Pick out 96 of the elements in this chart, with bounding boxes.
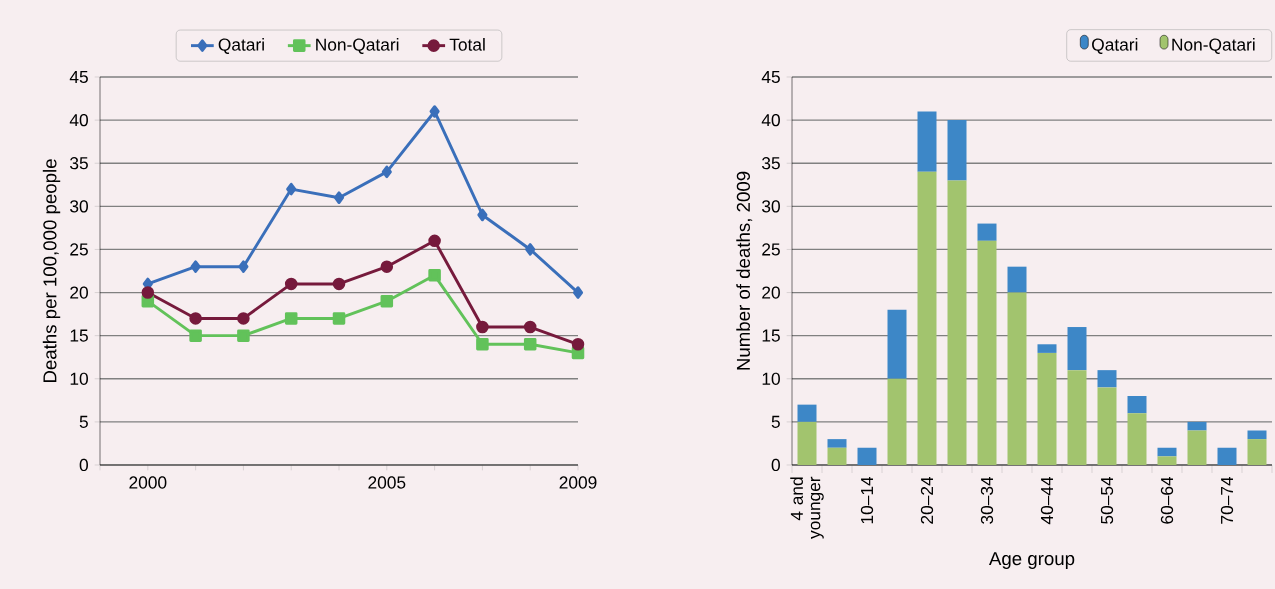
bar xyxy=(1157,456,1177,465)
point xyxy=(476,338,489,351)
point xyxy=(571,338,585,351)
point xyxy=(428,234,441,248)
x-tick-label: 2000 xyxy=(129,476,167,489)
point xyxy=(525,243,536,256)
bar xyxy=(917,171,937,465)
x-tick-label: 10–14 xyxy=(860,476,874,524)
point xyxy=(141,286,155,299)
y-tick-label: 20 xyxy=(70,286,88,299)
point xyxy=(237,312,250,325)
point xyxy=(523,320,537,334)
bar xyxy=(1127,396,1147,414)
point xyxy=(429,105,440,118)
y-tick-label: 40 xyxy=(761,113,780,127)
bar xyxy=(1037,352,1057,465)
x-tick-label: 2009 xyxy=(559,476,597,489)
bar xyxy=(977,240,997,465)
y-tick-label: 0 xyxy=(79,458,88,472)
x-tick-label: 70–74 xyxy=(1220,476,1234,524)
point xyxy=(523,338,537,351)
bar xyxy=(1217,447,1237,465)
x-tick-label: 2005 xyxy=(368,476,406,489)
bar xyxy=(1067,370,1087,465)
bar xyxy=(1127,413,1147,465)
point xyxy=(284,312,298,325)
x-tick-label: 20–24 xyxy=(920,476,934,524)
point xyxy=(189,312,202,325)
y-tick-label: 35 xyxy=(70,157,88,170)
point xyxy=(380,260,394,273)
bar xyxy=(827,439,847,448)
point xyxy=(381,165,392,179)
bar xyxy=(887,309,907,379)
y-tick-label: 0 xyxy=(771,458,780,472)
point xyxy=(477,208,488,222)
legend-label: Qatari xyxy=(1092,38,1138,54)
y-tick-label: 40 xyxy=(69,113,88,127)
y-axis-title: Deaths per 100,000 people xyxy=(42,159,61,383)
x-tick-label: 60–64 xyxy=(1160,476,1174,524)
bar xyxy=(1067,327,1087,371)
y-tick-label: 30 xyxy=(762,200,780,213)
point xyxy=(189,329,202,342)
bar xyxy=(1247,430,1267,440)
point xyxy=(380,294,394,308)
bar xyxy=(1157,447,1177,457)
y-tick-label: 25 xyxy=(70,243,88,256)
bar xyxy=(1187,430,1207,465)
point xyxy=(476,320,489,334)
bar xyxy=(1097,370,1117,388)
bar xyxy=(797,404,817,422)
x-tick-label: 40–44 xyxy=(1040,476,1054,525)
bar xyxy=(977,223,997,241)
y-tick-label: 5 xyxy=(771,415,780,428)
y-tick-label: 10 xyxy=(70,372,88,385)
bar xyxy=(1097,387,1117,465)
point xyxy=(238,260,249,273)
y-tick-label: 35 xyxy=(762,157,780,170)
point xyxy=(237,329,250,342)
bar xyxy=(1007,292,1027,465)
y-tick-label: 5 xyxy=(79,415,88,428)
legend-label: Total xyxy=(449,38,485,51)
bar xyxy=(917,111,937,172)
point xyxy=(572,286,584,299)
y-tick-label: 30 xyxy=(70,200,88,213)
point xyxy=(428,269,441,282)
legend-label: Non-Qatari xyxy=(316,38,399,54)
y-tick-label: 45 xyxy=(761,70,780,84)
x-tick-label: 50–54 xyxy=(1100,476,1114,524)
point xyxy=(190,260,201,273)
x-axis-title: Age group xyxy=(988,552,1075,569)
point xyxy=(333,191,345,204)
x-tick-label: 30–34 xyxy=(980,476,994,524)
legend-label: Non-Qatari xyxy=(1172,38,1255,54)
bar xyxy=(947,120,967,181)
bar xyxy=(797,421,817,465)
y-tick-label: 25 xyxy=(762,243,780,256)
bar xyxy=(1007,266,1027,293)
bar xyxy=(827,447,847,465)
bar xyxy=(1037,344,1057,353)
y-tick-label: 45 xyxy=(69,70,88,84)
y-tick-label: 10 xyxy=(762,372,780,385)
legend-label: Qatari xyxy=(218,38,264,54)
x-tick-label: 4 and younger xyxy=(790,476,824,539)
y-axis-title: Number of deaths, 2009 xyxy=(736,171,753,370)
point xyxy=(284,277,298,291)
point xyxy=(332,277,346,291)
y-tick-label: 15 xyxy=(70,329,88,342)
y-tick-label: 20 xyxy=(762,286,780,299)
bar xyxy=(1187,421,1207,431)
bar xyxy=(1247,439,1267,465)
bar xyxy=(947,180,967,465)
bar xyxy=(887,378,907,465)
point xyxy=(332,312,346,325)
bar xyxy=(857,447,877,465)
y-tick-label: 15 xyxy=(762,329,780,342)
point xyxy=(286,182,297,196)
